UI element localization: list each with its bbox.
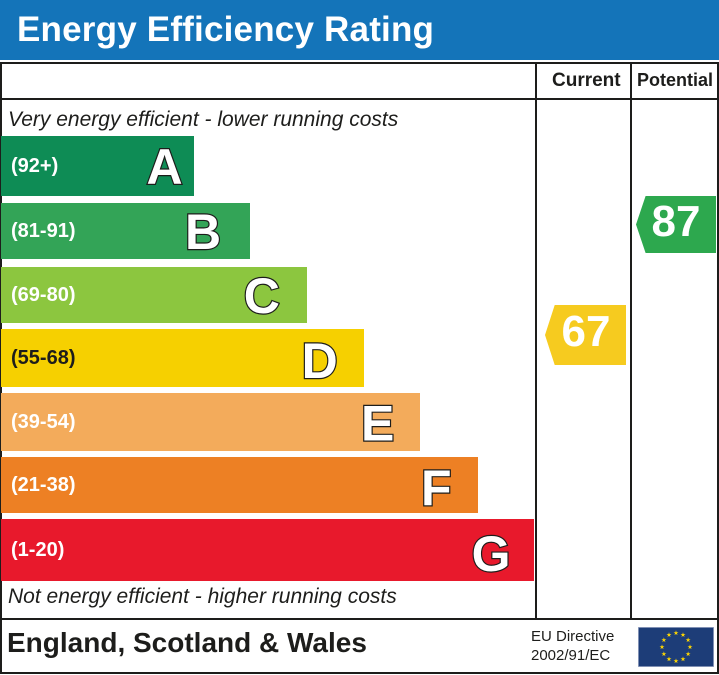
svg-text:67: 67 [561, 315, 610, 355]
svg-text:A: A [146, 139, 182, 195]
svg-text:87: 87 [652, 205, 701, 245]
svg-text:C: C [244, 268, 280, 324]
svg-text:F: F [421, 460, 452, 516]
svg-text:D: D [302, 333, 338, 389]
svg-text:E: E [361, 396, 394, 452]
svg-text:B: B [185, 204, 221, 260]
svg-text:G: G [472, 526, 511, 581]
